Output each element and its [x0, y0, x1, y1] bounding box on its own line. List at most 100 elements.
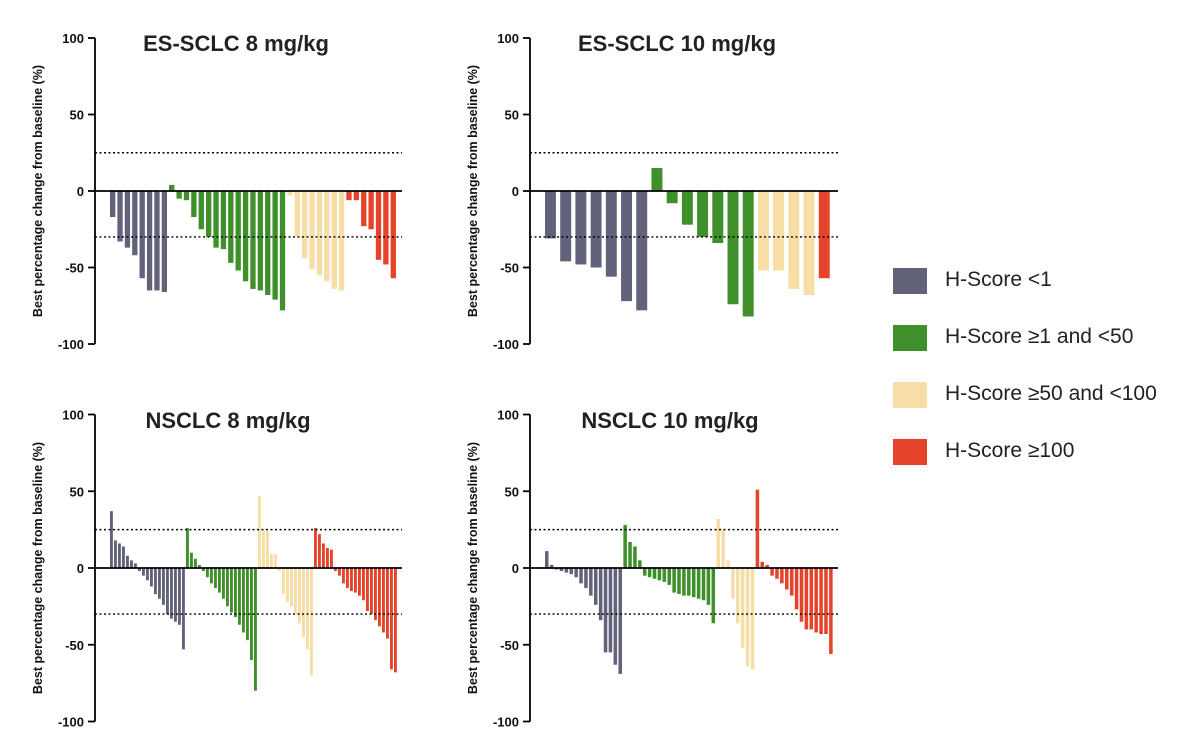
- bar-h-score-ge1-and-lt50: [206, 191, 212, 237]
- bar-h-score-ge100: [322, 543, 325, 568]
- bar-h-score-ge1-and-lt50: [682, 568, 686, 596]
- bar-h-score-ge100: [394, 568, 397, 673]
- bar-h-score-lt1: [124, 191, 131, 248]
- bar-h-score-lt1: [118, 543, 121, 568]
- bar-h-score-lt1: [569, 568, 574, 575]
- bar-h-score-ge1-and-lt50: [242, 191, 249, 282]
- bar-h-score-lt1: [579, 568, 583, 584]
- bar-h-score-lt1: [158, 568, 161, 599]
- bar-h-score-ge1-and-lt50: [214, 568, 217, 588]
- bar-h-score-ge1-and-lt50: [691, 568, 696, 598]
- legend-label-hscore-ge100: H-Score ≥100: [945, 439, 1075, 462]
- bar-h-score-ge50-and-lt100: [736, 568, 740, 624]
- bar-h-score-ge1-and-lt50: [206, 568, 209, 578]
- bar-h-score-ge50-and-lt100: [721, 529, 725, 569]
- legend-label-hscore-50-100: H-Score ≥50 and <100: [945, 382, 1157, 405]
- bar-h-score-ge50-and-lt100: [757, 191, 769, 271]
- bar-h-score-ge100: [354, 568, 357, 593]
- bar-h-score-ge100: [358, 568, 361, 596]
- bar-h-score-ge1-and-lt50: [202, 568, 205, 572]
- bar-h-score-lt1: [636, 191, 648, 311]
- legend-swatch-hscore-1-50: [893, 325, 927, 351]
- bar-h-score-lt1: [154, 568, 157, 595]
- panel-es-sclc-10-mg-kg: ES-SCLC 10 mg/kg Best percentage change f…: [466, 31, 838, 352]
- bar-h-score-ge1-and-lt50: [701, 568, 706, 601]
- y-axis-label: Best percentage change from baseline (%): [466, 442, 480, 694]
- bar-h-score-lt1: [130, 560, 133, 568]
- bar-h-score-lt1: [154, 191, 160, 291]
- bar-h-score-lt1: [618, 568, 622, 674]
- bar-h-score-ge1-and-lt50: [712, 191, 724, 244]
- bar-h-score-lt1: [608, 568, 613, 653]
- bar-h-score-ge100: [824, 568, 828, 634]
- bar-h-score-ge100: [375, 191, 382, 260]
- bar-h-score-ge1-and-lt50: [234, 568, 237, 618]
- bar-h-score-ge1-and-lt50: [657, 568, 662, 581]
- bar-h-score-ge1-and-lt50: [696, 568, 701, 599]
- bar-h-score-ge50-and-lt100: [274, 554, 277, 568]
- bar-h-score-ge1-and-lt50: [628, 541, 632, 568]
- bar-h-score-ge50-and-lt100: [298, 568, 301, 624]
- bar-h-score-ge50-and-lt100: [294, 191, 300, 237]
- bar-h-score-lt1: [613, 568, 618, 665]
- bar-h-score-ge1-and-lt50: [250, 191, 256, 289]
- bar-h-score-ge100: [819, 568, 823, 634]
- bar-h-score-ge50-and-lt100: [262, 531, 265, 568]
- bar-h-score-lt1: [603, 568, 608, 653]
- bar-h-score-ge100: [799, 568, 804, 622]
- bar-h-score-lt1: [114, 540, 117, 568]
- y-tick-label: 50: [505, 484, 519, 499]
- bar-h-score-ge50-and-lt100: [316, 191, 323, 276]
- bar-h-score-ge100: [770, 568, 774, 576]
- y-tick-label: 100: [497, 408, 519, 423]
- bar-h-score-ge1-and-lt50: [186, 528, 189, 568]
- bar-h-score-lt1: [589, 568, 593, 596]
- y-tick-label: 0: [512, 561, 519, 576]
- bar-h-score-ge50-and-lt100: [270, 554, 273, 568]
- bar-h-score-ge50-and-lt100: [310, 568, 313, 676]
- bar-h-score-lt1: [122, 546, 125, 568]
- bar-h-score-ge100: [346, 191, 352, 201]
- bar-h-score-lt1: [132, 191, 138, 256]
- bar-h-score-ge1-and-lt50: [250, 568, 253, 661]
- bar-h-score-ge1-and-lt50: [667, 568, 671, 585]
- bar-h-score-ge1-and-lt50: [198, 564, 201, 568]
- bar-h-score-lt1: [117, 191, 123, 242]
- bar-h-score-ge100: [330, 549, 333, 568]
- bar-h-score-ge1-and-lt50: [246, 568, 249, 641]
- legend-swatch-hscore-lt1: [893, 268, 927, 294]
- bar-h-score-ge50-and-lt100: [324, 191, 330, 282]
- bar-h-score-lt1: [593, 568, 598, 605]
- bar-h-score-lt1: [598, 568, 603, 621]
- bar-h-score-ge100: [789, 568, 794, 596]
- bar-h-score-ge1-and-lt50: [651, 168, 663, 191]
- bar-h-score-ge50-and-lt100: [716, 518, 720, 568]
- panel-nsclc-8-mg-kg: NSCLC 8 mg/kg Best percentage change from…: [31, 408, 402, 730]
- bar-h-score-lt1: [161, 191, 168, 292]
- bar-h-score-ge1-and-lt50: [272, 191, 278, 300]
- bar-h-score-lt1: [182, 568, 185, 650]
- bar-h-score-ge100: [334, 568, 337, 572]
- y-tick-label: 100: [62, 408, 84, 423]
- bar-h-score-ge50-and-lt100: [731, 568, 735, 599]
- bar-h-score-lt1: [110, 511, 113, 568]
- bar-h-score-ge100: [350, 568, 353, 592]
- bar-h-score-ge1-and-lt50: [742, 191, 754, 317]
- y-tick-label: -100: [493, 715, 519, 730]
- bar-h-score-ge100: [314, 528, 317, 568]
- chart-title: ES-SCLC 8 mg/kg: [143, 31, 329, 56]
- bar-h-score-lt1: [134, 563, 137, 568]
- bar-h-score-ge100: [755, 489, 760, 568]
- bar-h-score-ge1-and-lt50: [242, 568, 245, 633]
- y-tick-label: 100: [62, 31, 84, 46]
- chart-title: ES-SCLC 10 mg/kg: [578, 31, 776, 56]
- bar-h-score-ge50-and-lt100: [302, 568, 305, 638]
- y-tick-label: 50: [70, 108, 84, 123]
- bar-h-score-ge100: [346, 568, 349, 588]
- bar-h-score-ge100: [382, 568, 385, 633]
- bar-h-score-ge100: [809, 568, 814, 630]
- bar-h-score-ge1-and-lt50: [254, 568, 257, 691]
- bar-h-score-ge50-and-lt100: [788, 191, 800, 289]
- bar-h-score-ge1-and-lt50: [681, 191, 693, 225]
